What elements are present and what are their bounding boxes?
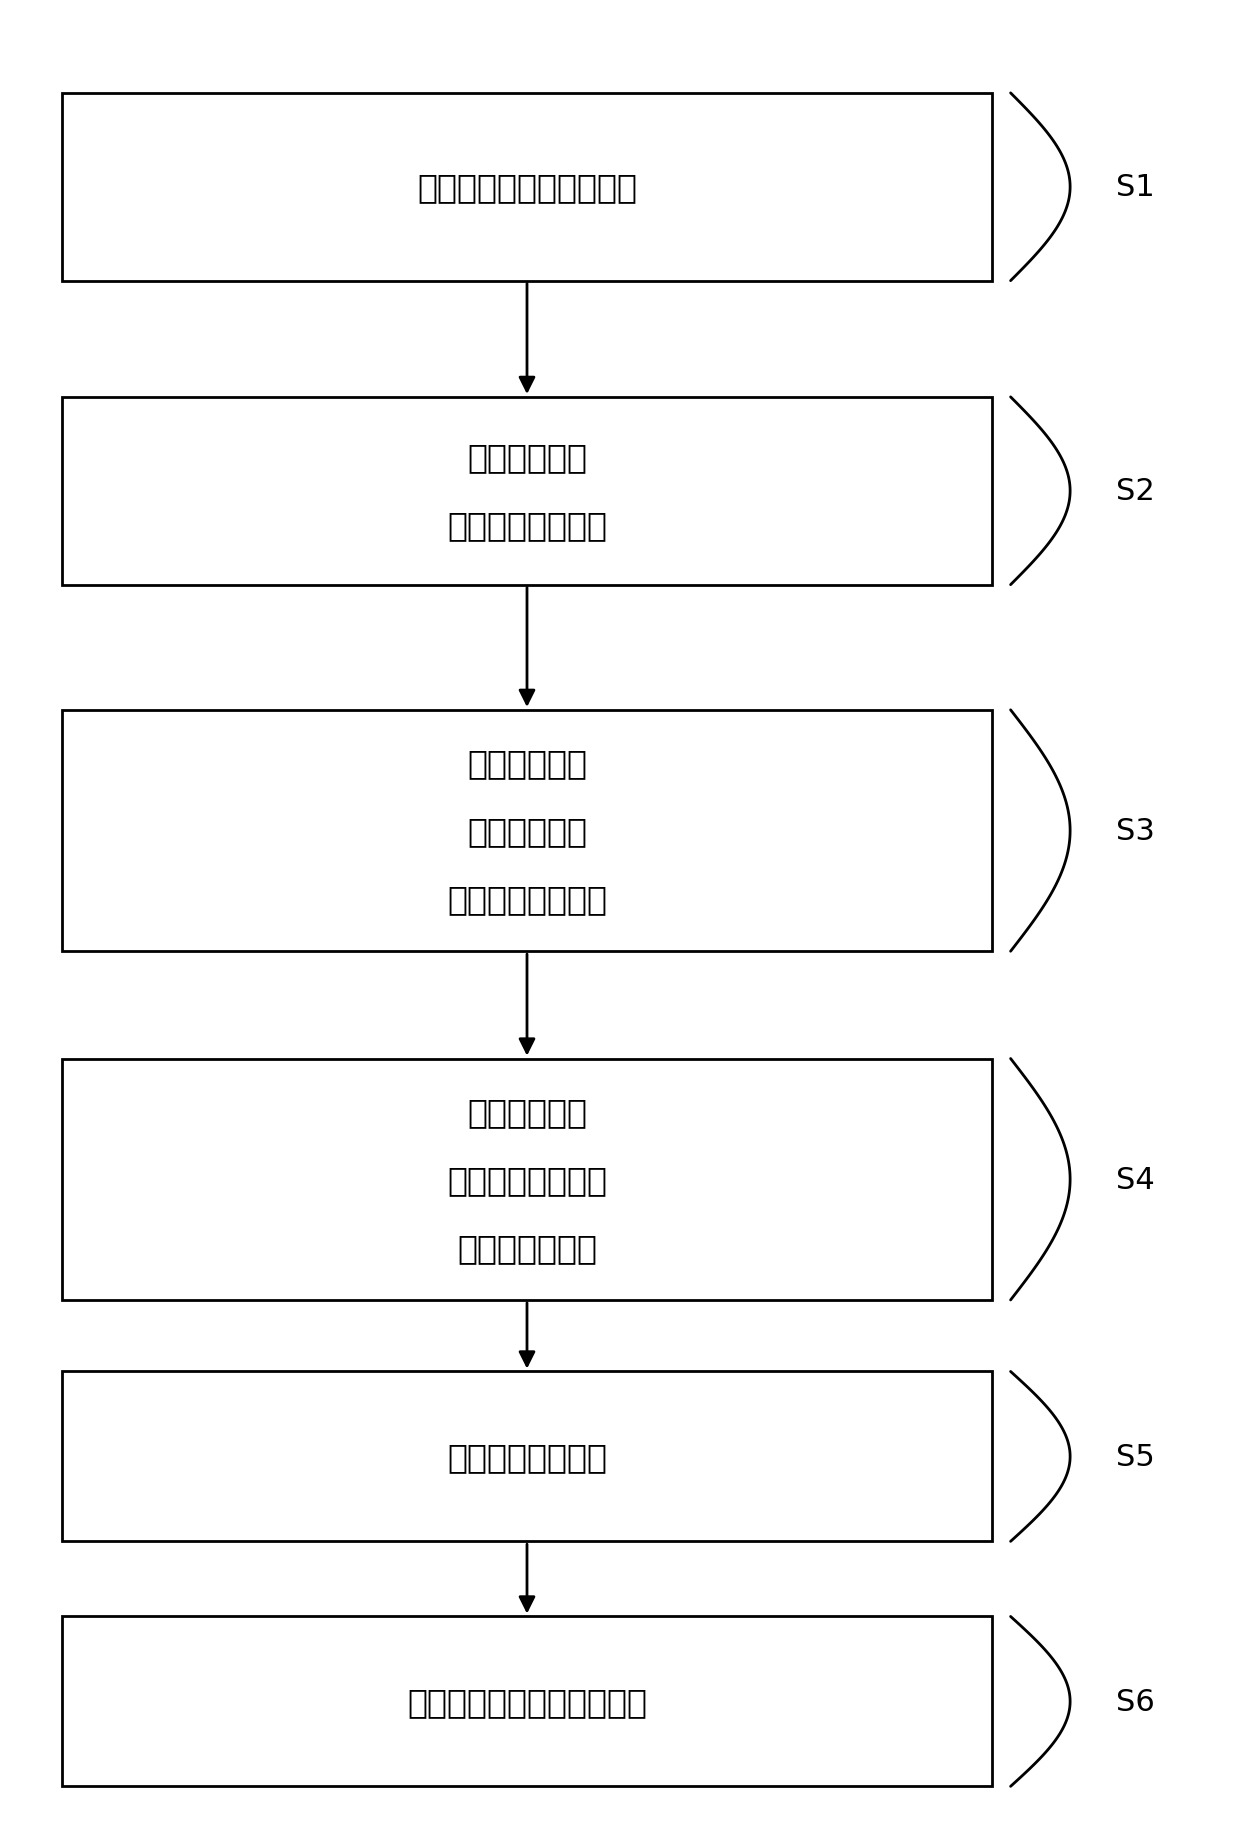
Text: S2: S2 (1116, 478, 1154, 507)
Text: 对电力规划模型合理性验证: 对电力规划模型合理性验证 (407, 1684, 647, 1717)
Bar (62, 397, 992, 585)
Text: 通过模型整合: 通过模型整合 (467, 1096, 587, 1128)
Text: S4: S4 (1116, 1165, 1154, 1194)
Text: 识别规划要素: 识别规划要素 (467, 747, 587, 780)
Text: S1: S1 (1116, 173, 1154, 202)
Bar (62, 1617, 992, 1787)
Bar (62, 711, 992, 952)
Bar (62, 93, 992, 281)
Text: S3: S3 (1116, 817, 1154, 846)
Text: 生成规划要素模型: 生成规划要素模型 (446, 509, 608, 541)
Text: S6: S6 (1116, 1686, 1154, 1715)
Text: 通过模型整合: 通过模型整合 (467, 441, 587, 474)
Text: 创建体量模型和场地模型: 创建体量模型和场地模型 (417, 171, 637, 204)
Text: 提取约束条件: 提取约束条件 (467, 815, 587, 848)
Text: 进行干涉碰撞检测: 进行干涉碰撞检测 (446, 1163, 608, 1196)
Text: 生成电力规划模型: 生成电力规划模型 (446, 882, 608, 915)
Bar (62, 1059, 992, 1300)
Text: 三维展示规划方案: 三维展示规划方案 (446, 1440, 608, 1473)
Text: S5: S5 (1116, 1442, 1154, 1471)
Text: 确定动拆迁需求: 确定动拆迁需求 (458, 1231, 596, 1263)
Bar (62, 1371, 992, 1542)
